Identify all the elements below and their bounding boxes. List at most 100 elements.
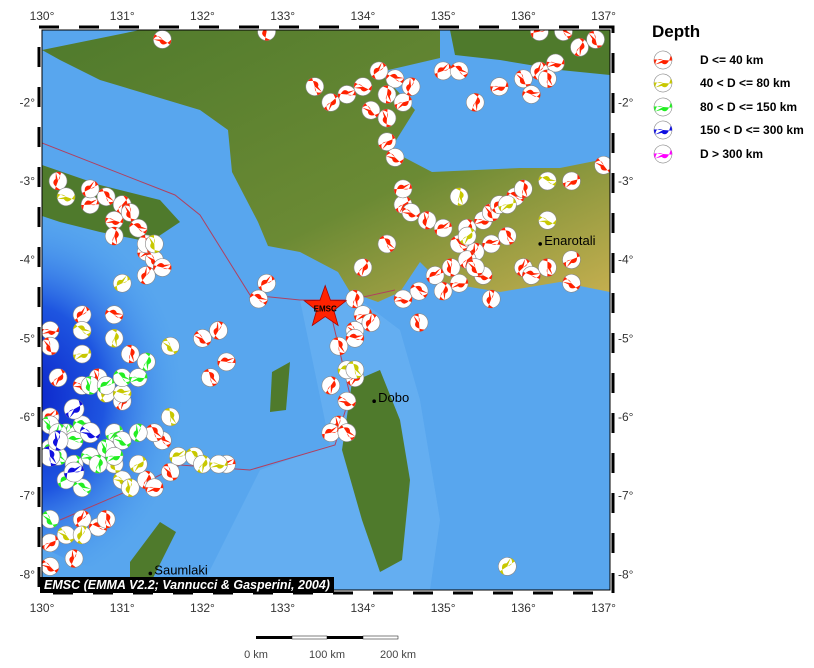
event-beachball-d80: [72, 321, 92, 340]
kai-islands: [270, 362, 290, 412]
event-beachball-d40: [554, 30, 573, 41]
event-beachball-d40: [385, 69, 405, 89]
event-beachball-d40: [145, 423, 164, 442]
beachball-icon: [653, 97, 673, 117]
legend-beachball: [653, 73, 673, 93]
legend-beachball: [653, 50, 673, 70]
credit-label: EMSC (EMMA V2.2; Vannucci & Gasperini, 2…: [40, 577, 334, 593]
event-beachball-d80: [128, 454, 148, 474]
event-beachball-d40: [136, 266, 156, 285]
lat-tick-right: -7°: [618, 489, 634, 503]
legend-beachball: [653, 97, 673, 117]
event-beachball-d40: [538, 69, 557, 89]
event-beachball-d80: [161, 336, 180, 356]
legend-item: D <= 40 km: [652, 48, 804, 72]
event-beachball-d80: [538, 211, 557, 230]
legend-beachball: [653, 144, 673, 164]
event-beachball-d80: [457, 226, 477, 246]
event-beachball-d40: [522, 266, 541, 285]
legend-item: 40 < D <= 80 km: [652, 72, 804, 96]
event-beachball-d300: [47, 430, 69, 451]
event-beachball-d80: [498, 195, 517, 214]
scale-label-200: 200 km: [380, 649, 416, 661]
event-beachball-d40: [249, 289, 268, 309]
event-beachball-d80: [56, 187, 76, 207]
event-beachball-d40: [514, 69, 533, 89]
city-label: Enarotali: [544, 233, 595, 248]
map-area[interactable]: Enarotali Dobo Saumlaki EMSC: [0, 19, 615, 590]
event-beachball-d80: [345, 360, 365, 380]
epicenter-label: EMSC: [314, 305, 337, 314]
event-beachball-d300: [63, 398, 85, 420]
lon-tick-top: 131°: [110, 9, 135, 23]
map-frame-fancy: [37, 25, 615, 595]
event-beachball-d40: [465, 258, 485, 277]
event-beachball-d40: [562, 273, 581, 293]
event-beachball-d40: [449, 273, 469, 293]
event-beachball-d40: [361, 100, 381, 120]
event-beachball-d40: [120, 344, 140, 364]
legend-label: D <= 40 km: [700, 52, 764, 67]
lon-tick-bottom: 135°: [431, 601, 456, 615]
lon-tick-bottom: 136°: [511, 601, 536, 615]
event-beachball-d40: [209, 321, 228, 340]
event-beachball-d40: [449, 61, 469, 81]
event-beachball-d40: [562, 250, 581, 269]
city-dot: [538, 242, 543, 246]
event-beachball-d40: [425, 266, 445, 285]
legend-title: Depth: [652, 22, 701, 41]
event-beachball-d80: [161, 407, 180, 427]
event-beachball-d40: [377, 132, 397, 151]
event-beachball-d40: [514, 179, 533, 199]
event-beachball-d40: [433, 218, 453, 238]
lon-tick-top: 134°: [350, 9, 375, 23]
lon-tick-top: 137°: [591, 9, 616, 23]
event-beachball-d150: [128, 368, 148, 387]
event-beachball-d40: [42, 321, 60, 340]
event-beachball-d40: [64, 549, 84, 568]
epicenter[interactable]: EMSC: [303, 284, 348, 327]
event-beachball-d40: [594, 155, 610, 175]
banda-sea-deep: [42, 190, 280, 570]
event-beachball-d40: [586, 30, 605, 49]
event-beachball-d40: [538, 258, 557, 277]
epicenter-star-icon[interactable]: [303, 284, 348, 327]
cities-layer: Enarotali Dobo Saumlaki: [148, 233, 596, 577]
event-beachball-d40: [409, 313, 429, 332]
lon-tick-top: 135°: [431, 9, 456, 23]
event-beachball-d40: [257, 30, 276, 41]
beachball-icon: [653, 120, 673, 140]
legend-item: D > 300 km: [652, 142, 804, 166]
event-beachball-d40: [193, 329, 212, 348]
lon-tick-bottom: 132°: [190, 601, 215, 615]
legend-beachball: [653, 120, 673, 140]
event-beachball-d150: [96, 376, 116, 395]
legend-label: D > 300 km: [700, 146, 764, 161]
event-beachball-d40: [321, 93, 341, 112]
event-beachball-d40: [417, 211, 437, 230]
depth-legend: Depth D <= 40 km 40 < D <= 80 km 80 < D <=…: [652, 22, 804, 166]
event-beachball-d150: [72, 478, 92, 498]
event-beachball-d40: [401, 203, 421, 222]
event-beachball-d40: [337, 391, 357, 411]
event-beachball-d40: [321, 423, 341, 442]
event-beachball-d40: [161, 462, 180, 482]
event-beachball-d40: [433, 61, 453, 81]
event-beachball-d300: [79, 422, 101, 443]
beachball-icon: [653, 144, 673, 164]
event-beachball-d40: [562, 171, 581, 191]
event-beachball-d40: [42, 336, 60, 356]
event-beachball-d40: [353, 77, 373, 96]
event-beachball-d40: [481, 289, 501, 309]
lon-tick-top: 130°: [30, 9, 55, 23]
event-beachball-d40: [48, 368, 68, 387]
event-beachball-d40: [377, 108, 397, 128]
event-beachball-d40: [42, 533, 60, 553]
tanimbar-islands: [130, 522, 176, 590]
lat-tick-left: -2°: [20, 95, 36, 109]
event-beachball-d150: [104, 446, 124, 466]
event-beachball-d80: [209, 454, 228, 474]
event-beachball-d40: [385, 148, 405, 167]
event-beachball-d80: [169, 446, 188, 466]
event-beachball-d40: [530, 30, 549, 41]
